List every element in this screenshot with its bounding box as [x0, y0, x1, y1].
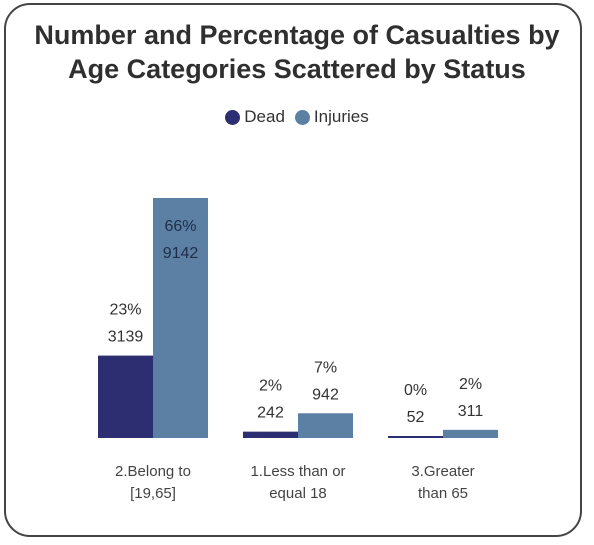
bar-dead-0[interactable] [98, 355, 153, 438]
data-label-percent-injuries-2: 2% [459, 376, 482, 393]
chart-title-line-2: Age Categories Scattered by Status [68, 54, 526, 84]
data-label-percent-injuries-1: 7% [314, 359, 337, 376]
legend-dot-dead-icon [225, 109, 241, 125]
x-tick-label-1-line-1: equal 18 [269, 485, 327, 502]
data-label-value-dead-2: 52 [407, 409, 425, 426]
x-tick-label-1-line-0: 1.Less than or [250, 463, 345, 480]
bar-injuries-0[interactable] [153, 198, 208, 438]
bar-injuries-2[interactable] [443, 429, 498, 438]
data-label-value-injuries-2: 311 [458, 403, 484, 420]
x-tick-label-2-line-1: than 65 [418, 485, 468, 502]
bar-dead-2[interactable] [388, 436, 443, 438]
chart-title: Number and Percentage of Casualties by A… [0, 18, 594, 86]
data-label-value-injuries-1: 942 [312, 386, 339, 403]
legend-item-dead[interactable]: Dead [225, 107, 285, 127]
legend-dot-injuries-icon [294, 109, 310, 125]
data-label-percent-injuries-0: 66% [164, 218, 196, 235]
data-label-value-dead-0: 3139 [108, 329, 144, 346]
data-label-percent-dead-2: 0% [404, 382, 427, 399]
data-label-value-dead-1: 242 [257, 405, 284, 422]
bar-injuries-1[interactable] [298, 413, 353, 438]
legend-label-dead: Dead [244, 107, 285, 126]
legend-item-injuries[interactable]: Injuries [294, 107, 369, 127]
legend-label-injuries: Injuries [313, 107, 369, 126]
bar-dead-1[interactable] [243, 431, 298, 438]
chart-title-line-1: Number and Percentage of Casualties by [34, 20, 560, 50]
data-label-percent-dead-0: 23% [109, 302, 141, 319]
chart-legend: Dead Injuries [0, 107, 594, 127]
x-tick-label-0-line-0: 2.Belong to [115, 463, 191, 480]
data-label-percent-dead-1: 2% [259, 378, 282, 395]
chart-card [4, 3, 582, 537]
x-tick-label-0-line-1: [19,65] [130, 485, 176, 502]
x-tick-label-2-line-0: 3.Greater [411, 463, 474, 480]
data-label-value-injuries-0: 9142 [163, 245, 199, 262]
